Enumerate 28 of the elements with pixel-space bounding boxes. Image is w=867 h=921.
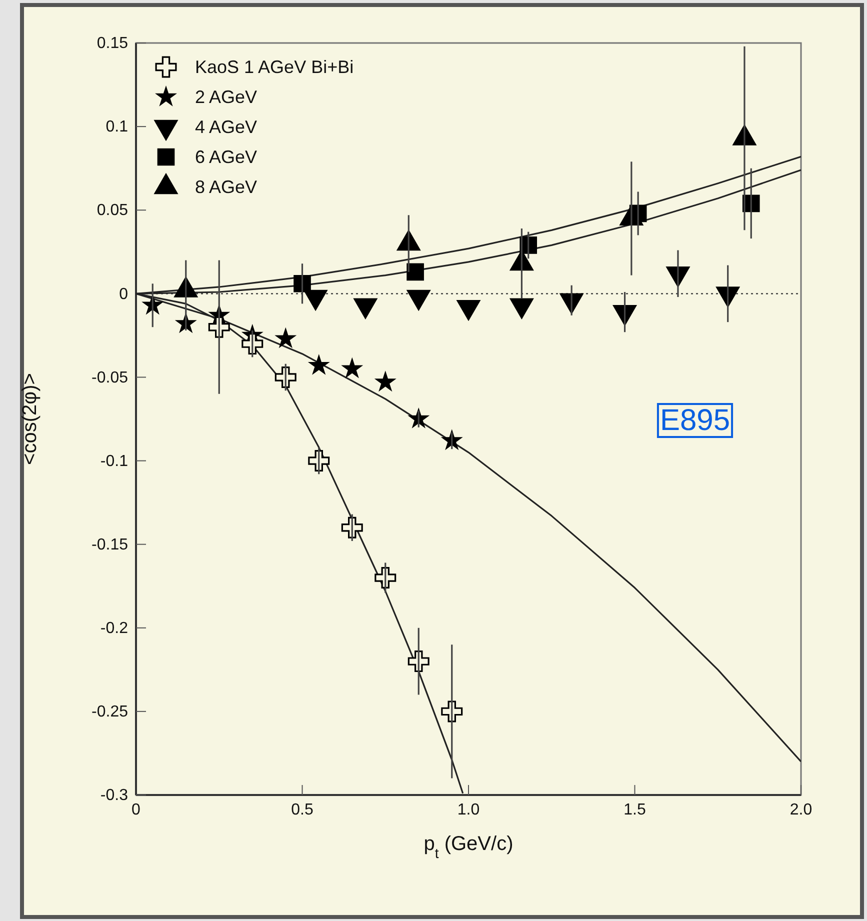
y-tick-label: -0.2 [100, 620, 128, 638]
legend-label: 6 AGeV [195, 147, 258, 167]
y-tick-label: -0.1 [100, 452, 128, 470]
legend-label: 8 AGeV [195, 177, 258, 197]
y-tick-label: -0.25 [92, 704, 128, 721]
point [274, 327, 297, 348]
legend-label: KaoS 1 AGeV Bi+Bi [195, 57, 354, 77]
y-tick-label: 0 [119, 286, 128, 303]
y-tick-label: 0.05 [96, 202, 128, 220]
x-tick-label: 0 [132, 801, 141, 818]
y-axis-title: <cos(2φ)> [19, 373, 41, 465]
x-tick-label: 1.0 [457, 801, 480, 818]
point [341, 357, 364, 378]
point [406, 263, 424, 281]
y-tick-label: -0.15 [92, 536, 128, 554]
x-tick-label: 2.0 [790, 801, 812, 818]
legend-label: 4 AGeV [195, 117, 258, 137]
annotation: E895 [660, 404, 730, 437]
y-tick-label: 0.1 [106, 118, 128, 136]
legend-label: 2 AGeV [195, 87, 258, 107]
y-tick-label: 0.15 [96, 35, 128, 52]
x-tick-label: 0.5 [291, 801, 314, 818]
y-tick-label: -0.3 [100, 787, 128, 804]
point [374, 370, 396, 392]
point [308, 354, 330, 375]
y-tick-label: -0.05 [92, 369, 128, 386]
x-tick-label: 1.5 [624, 801, 646, 818]
x-axis-title: p$_{t}$ (GeV/c) [424, 833, 514, 861]
